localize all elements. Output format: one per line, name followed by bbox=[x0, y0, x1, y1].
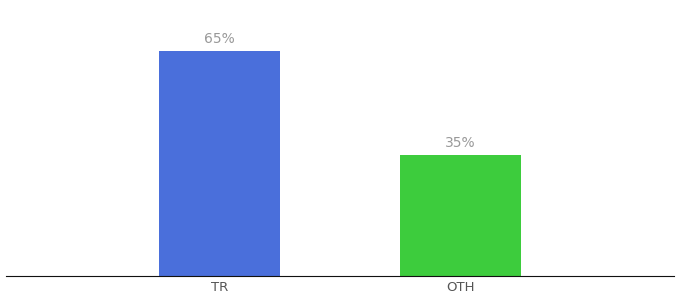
Bar bbox=[401, 154, 521, 276]
Bar bbox=[159, 51, 279, 276]
Text: 35%: 35% bbox=[445, 136, 476, 150]
Text: 65%: 65% bbox=[204, 32, 235, 46]
